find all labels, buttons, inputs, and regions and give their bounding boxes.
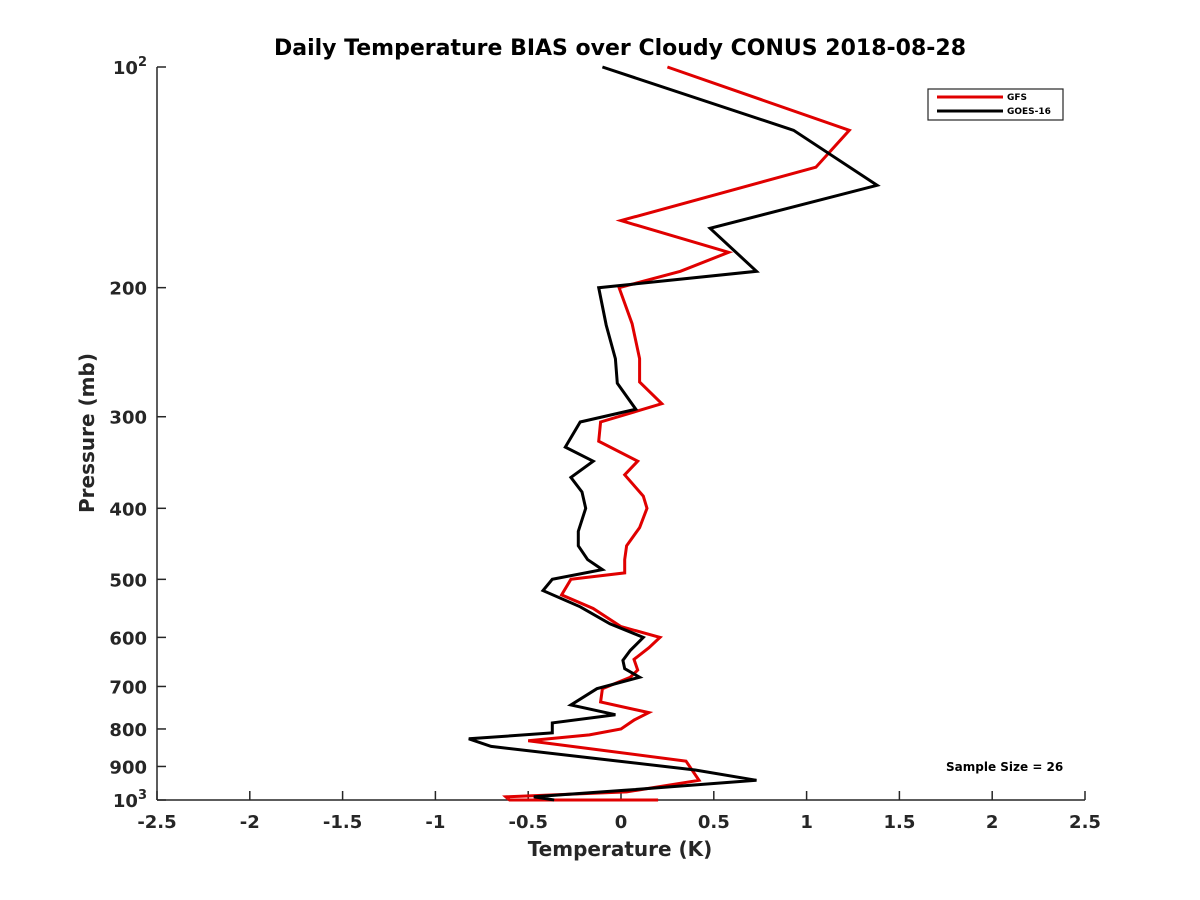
x-tick-label: 0 — [615, 812, 628, 833]
y-tick-label: 900 — [109, 757, 147, 778]
y-tick-label: 800 — [109, 720, 147, 741]
y-axis-label: Pressure (mb) — [75, 353, 99, 513]
x-tick-label: 1 — [800, 812, 813, 833]
x-tick-label: -1 — [425, 812, 445, 833]
y-tick-label: 400 — [109, 499, 147, 520]
x-tick-label: -2.5 — [137, 812, 176, 833]
y-tick-label: 200 — [109, 279, 147, 300]
x-tick-label: -0.5 — [509, 812, 548, 833]
chart-title: Daily Temperature BIAS over Cloudy CONUS… — [274, 36, 966, 61]
x-tick-label: -2 — [240, 812, 260, 833]
legend-label-gfs: GFS — [1007, 93, 1027, 103]
x-tick-label: 2 — [986, 812, 999, 833]
y-tick-label: 300 — [109, 408, 147, 429]
legend-box — [927, 88, 1064, 121]
series-line-goes-16 — [468, 65, 881, 802]
x-axis-label: Temperature (K) — [528, 837, 713, 861]
legend-label-goes-16: GOES-16 — [1007, 107, 1051, 117]
y-tick-label: 500 — [109, 570, 147, 591]
y-tick-label: 600 — [109, 628, 147, 649]
x-tick-label: 0.5 — [698, 812, 730, 833]
x-tick-label: 1.5 — [883, 812, 915, 833]
y-tick-label: 102 — [113, 55, 147, 79]
x-tick-label: 2.5 — [1069, 812, 1101, 833]
y-tick-label: 700 — [109, 677, 147, 698]
x-tick-label: -1.5 — [323, 812, 362, 833]
y-tick-label: 103 — [113, 788, 147, 812]
sample-size-annotation: Sample Size = 26 — [946, 760, 1063, 774]
series-line-gfs — [502, 65, 852, 802]
